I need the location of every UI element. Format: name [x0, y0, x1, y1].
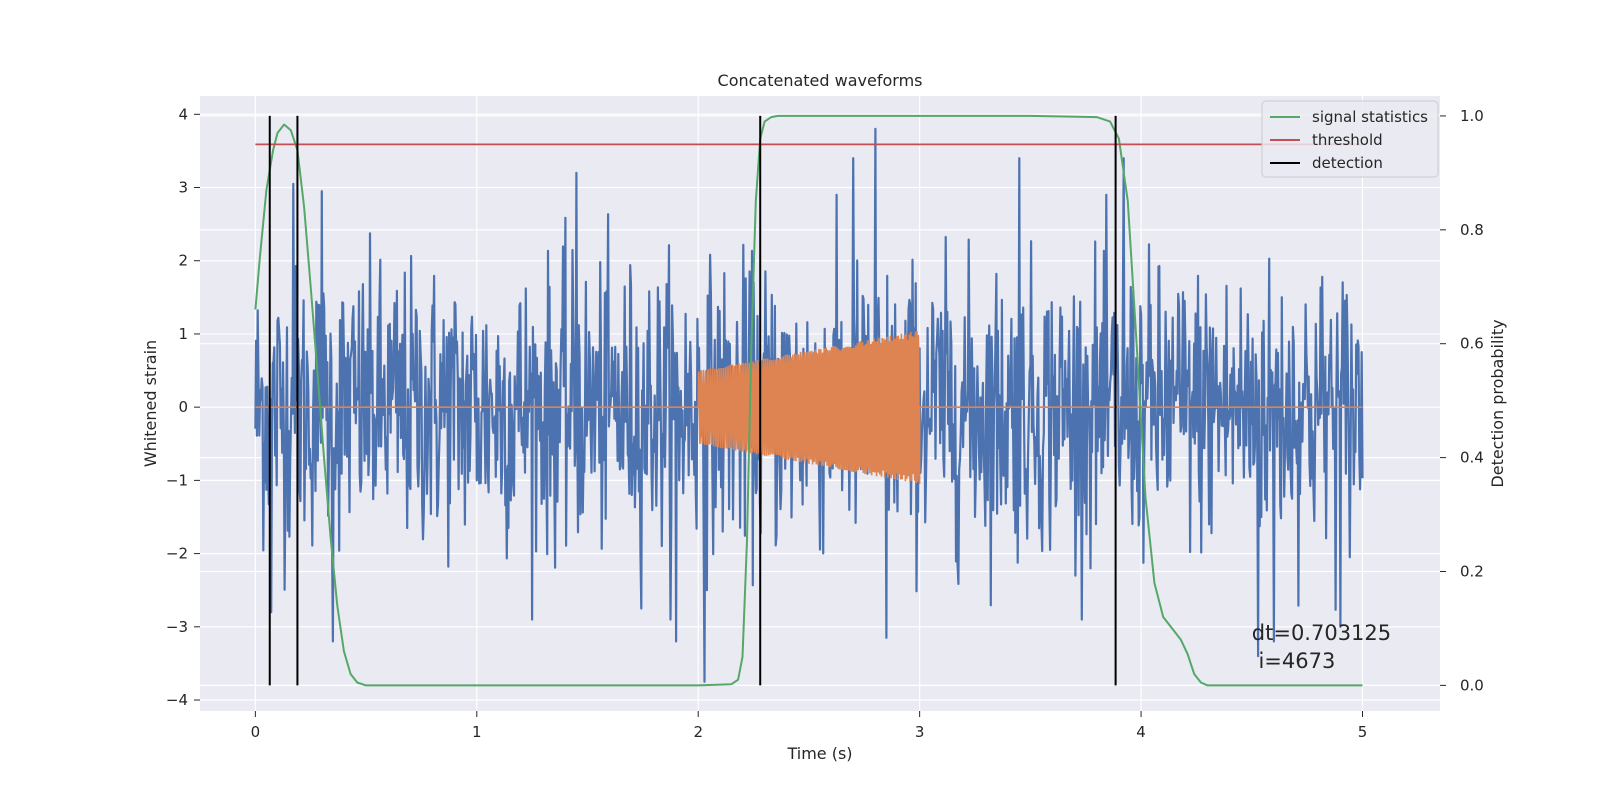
legend: signal statistics threshold detection — [1261, 100, 1439, 178]
annotation-i: i=4673 — [1252, 649, 1336, 673]
y-tick-label: −3 — [166, 618, 188, 636]
y-tick-label: 3 — [178, 179, 188, 197]
y-right-tick-label: 1.0 — [1460, 107, 1484, 125]
y-axis-label: Whitened strain — [141, 340, 160, 467]
x-tick-label: 4 — [1136, 723, 1146, 741]
x-tick-label: 2 — [693, 723, 703, 741]
x-tick-label: 0 — [251, 723, 261, 741]
y-right-tick-label: 0.0 — [1460, 676, 1484, 694]
legend-box — [1261, 100, 1439, 178]
chart-title: Concatenated waveforms — [718, 71, 923, 90]
y-tick-label: 4 — [178, 105, 188, 123]
ticks: 0 1 2 3 4 5 −4 −3 −2 −1 0 1 2 3 4 0.0 0.2 0.4 0.6 0.8 1.0 — [166, 105, 1484, 741]
y-right-tick-label: 0.8 — [1460, 221, 1484, 239]
x-tick-label: 5 — [1358, 723, 1368, 741]
y-right-tick-label: 0.6 — [1460, 335, 1484, 353]
y-tick-label: 1 — [178, 325, 188, 343]
series-layer — [254, 114, 1364, 687]
y-tick-label: −4 — [166, 691, 188, 709]
x-axis-label: Time (s) — [786, 744, 852, 763]
y-tick-label: 2 — [178, 252, 188, 270]
legend-label: detection — [1312, 154, 1383, 172]
y-axis-label-right: Detection probability — [1488, 319, 1507, 487]
series-signal-statistics — [254, 114, 1363, 687]
y-right-tick-label: 0.2 — [1460, 562, 1484, 580]
legend-label: threshold — [1312, 131, 1383, 149]
y-tick-label: −2 — [166, 545, 188, 563]
x-tick-label: 1 — [472, 723, 482, 741]
annotation: dt=0.703125 i=4673 — [1252, 621, 1391, 673]
y-tick-label: 0 — [178, 398, 188, 416]
y-right-tick-label: 0.4 — [1460, 449, 1484, 467]
series-waveform — [255, 331, 1363, 484]
annotation-dt: dt=0.703125 — [1252, 621, 1391, 645]
y-tick-label: −1 — [166, 471, 188, 489]
legend-label: signal statistics — [1312, 108, 1428, 126]
x-tick-label: 3 — [915, 723, 925, 741]
